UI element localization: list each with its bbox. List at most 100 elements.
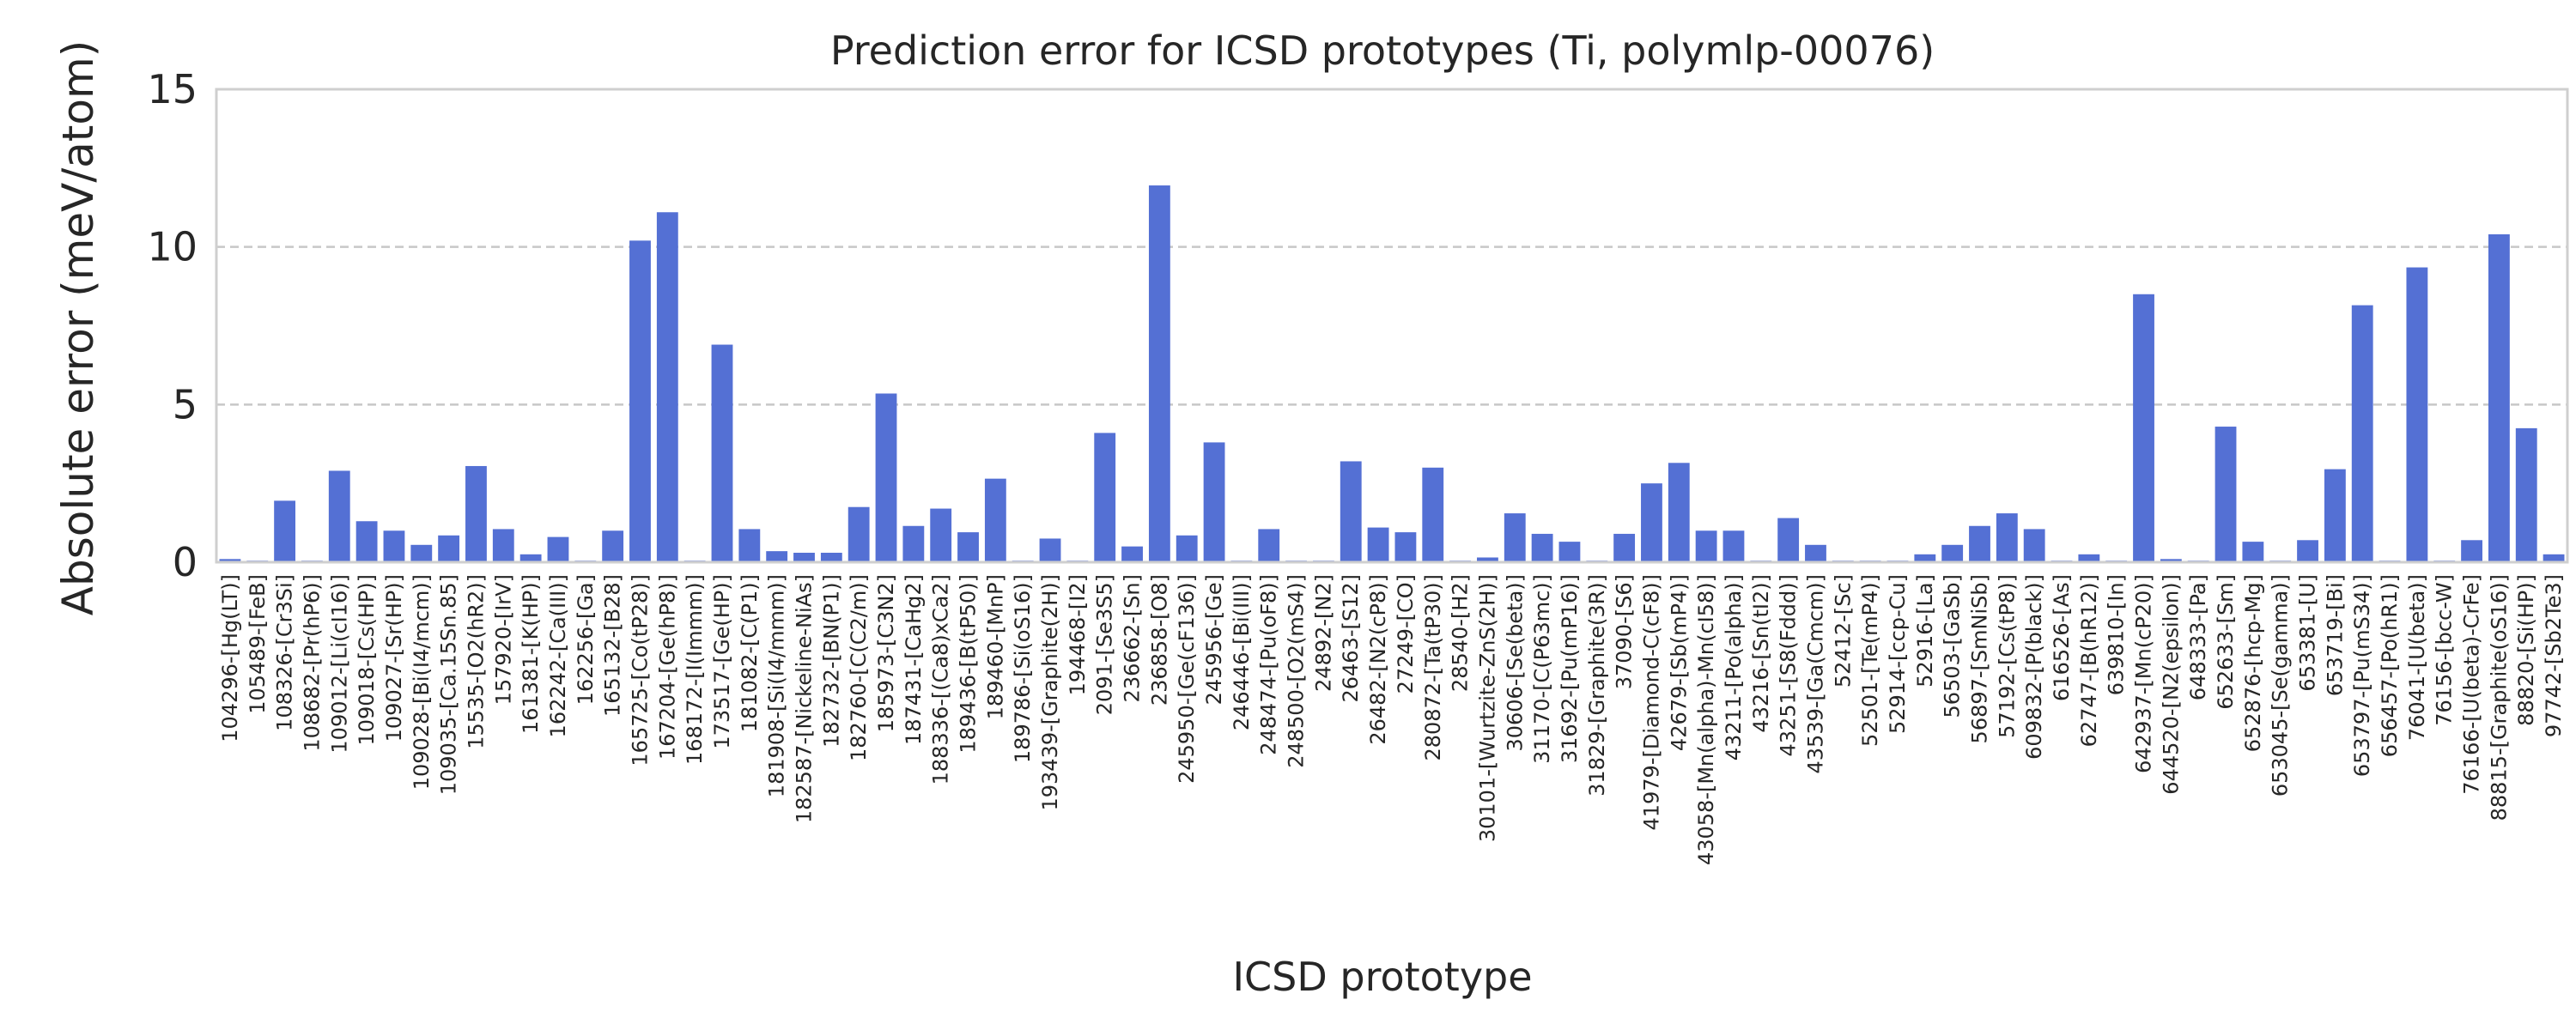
bar (2461, 540, 2482, 562)
bar (2324, 469, 2346, 562)
x-tick-label: 181908-[Si(I4/mmm)] (765, 574, 789, 797)
x-tick-label: 188336-[(Ca8)xCa2] (929, 574, 953, 785)
bar (930, 508, 952, 562)
x-tick-label: 187431-[CaHg2] (902, 574, 926, 745)
bar (1777, 518, 1800, 562)
x-tick-label: 652633-[Sm] (2214, 574, 2238, 710)
bar (2160, 559, 2182, 562)
x-tick-label: 189460-[MnP] (983, 574, 1007, 719)
bar (219, 559, 241, 562)
bar (738, 529, 761, 562)
bar (984, 478, 1006, 562)
x-tick-label: 653797-[Pu(mS34)] (2350, 574, 2374, 777)
x-tick-label: 236662-[Sn] (1121, 574, 1145, 702)
x-tick-label: 193439-[Graphite(2H)] (1038, 574, 1062, 811)
x-tick-label: 656457-[Po(hR1)] (2378, 574, 2402, 757)
bar (1121, 546, 1143, 562)
chart-title: Prediction error for ICSD prototypes (Ti… (830, 27, 1935, 74)
bar (274, 500, 296, 562)
x-tick-label: 182732-[BN(P1)] (819, 574, 843, 748)
bar (1367, 527, 1389, 562)
x-tick-label: 24892-[N2] (1311, 574, 1335, 692)
bar (766, 551, 788, 562)
x-axis-label: ICSD prototype (1232, 954, 1532, 1000)
y-tick-label: 5 (173, 381, 197, 427)
bar (383, 530, 405, 562)
bar (1504, 513, 1526, 562)
x-tick-label: 27249-[CO] (1394, 574, 1418, 694)
x-tick-label: 639810-[In] (2105, 574, 2129, 695)
x-tick-label: 26482-[N2(cP8)] (1366, 574, 1390, 745)
y-tick-label: 0 (173, 539, 197, 585)
x-tick-label: 26463-[S12] (1339, 574, 1363, 703)
x-tick-label: 609832-[P(black)] (2022, 574, 2046, 760)
x-tick-label: 57192-[Cs(tP8)] (1995, 574, 2019, 738)
bar (2351, 305, 2373, 562)
x-tick-label: 52914-[ccp-Cu] (1886, 574, 1910, 734)
x-tick-label: 616526-[As] (2050, 574, 2074, 701)
bar (1668, 463, 1690, 562)
x-tick-label: 88815-[Graphite(oS16)] (2487, 574, 2511, 821)
x-tick-label: 105489-[FeB] (246, 574, 270, 714)
x-tick-label: 41979-[Diamond-C(cF8)] (1639, 574, 1663, 831)
bar (1941, 544, 1964, 562)
x-tick-label: 109028-[Bi(I4/mcm)] (410, 574, 434, 790)
x-tick-label: 173517-[Ge(HP)] (710, 574, 734, 749)
x-tick-label: 30101-[Wurtzite-ZnS(2H)] (1475, 574, 1499, 842)
bar (1039, 538, 1061, 562)
x-tick-label: 109018-[Cs(HP)] (355, 574, 379, 746)
x-tick-label: 52501-[Te(mP4)] (1858, 574, 1882, 747)
x-tick-label: 642937-[Mn(cP20)] (2132, 574, 2156, 773)
x-tick-label: 644520-[N2(epsilon)] (2159, 574, 2183, 795)
x-tick-label: 653719-[Bi] (2323, 574, 2347, 696)
x-tick-label: 52412-[Sc] (1831, 574, 1855, 688)
bar (1422, 467, 1444, 562)
x-tick-label: 30606-[Se(beta)] (1503, 574, 1527, 752)
x-tick-label: 88820-[Si(HP)] (2514, 574, 2538, 726)
bar (1805, 544, 1826, 562)
x-tick-label: 653381-[U] (2296, 574, 2320, 692)
bar (2406, 267, 2428, 562)
bar (1722, 530, 1745, 562)
bar (2078, 554, 2100, 562)
x-tick-label: 652876-[hcp-Mg] (2241, 574, 2265, 752)
bar (2488, 233, 2510, 562)
bar (1531, 533, 1553, 562)
bar (629, 240, 651, 562)
x-tick-label: 62747-[B(hR12)] (2077, 574, 2101, 747)
x-tick-label: 76041-[U(beta)] (2405, 574, 2429, 741)
bar (957, 532, 979, 562)
x-tick-label: 108326-[Cr3Si] (273, 574, 297, 731)
x-tick-label: 52916-[La] (1913, 574, 1937, 688)
x-tick-label: 43058-[Mn(alpha)-Mn(cI58)] (1694, 574, 1718, 865)
bar (492, 529, 514, 562)
x-tick-label: 248500-[O2(mS4)] (1285, 574, 1309, 768)
x-tick-label: 162242-[Ca(III)] (546, 574, 570, 737)
x-tick-label: 162256-[Ga] (574, 574, 598, 705)
y-tick-label: 15 (147, 66, 197, 112)
bar (355, 521, 378, 562)
x-tick-label: 245956-[Ge] (1202, 574, 1226, 705)
x-tick-label: 236858-[O8] (1147, 574, 1171, 706)
y-axis-label: Absolute error (meV/atom) (53, 40, 103, 615)
bar (519, 554, 542, 562)
plot-frame (215, 88, 2569, 564)
bar (1394, 532, 1417, 562)
bar (2515, 427, 2537, 562)
x-tick-label: 181082-[C(P1)] (738, 574, 762, 732)
bar (1477, 557, 1498, 562)
bar (410, 544, 433, 562)
x-tick-label: 97742-[Sb2Te3] (2542, 574, 2566, 737)
x-tick-label: 189786-[Si(oS16)] (1011, 574, 1035, 763)
x-tick-label: 43216-[Sn(tI2)] (1749, 574, 1773, 733)
x-tick-label: 185973-[C3N2] (874, 574, 898, 732)
bar (1176, 535, 1198, 562)
bar (1203, 442, 1225, 562)
gridlines (216, 245, 2567, 406)
y-tick-labels: 0 5 10 15 (147, 66, 197, 585)
x-tick-label: 37090-[S6] (1613, 574, 1637, 689)
bar (1641, 483, 1662, 562)
x-tick-label: 109035-[Ca.15Sn.85] (437, 574, 461, 795)
x-tick-label: 182760-[C(C2/m)] (847, 574, 871, 761)
